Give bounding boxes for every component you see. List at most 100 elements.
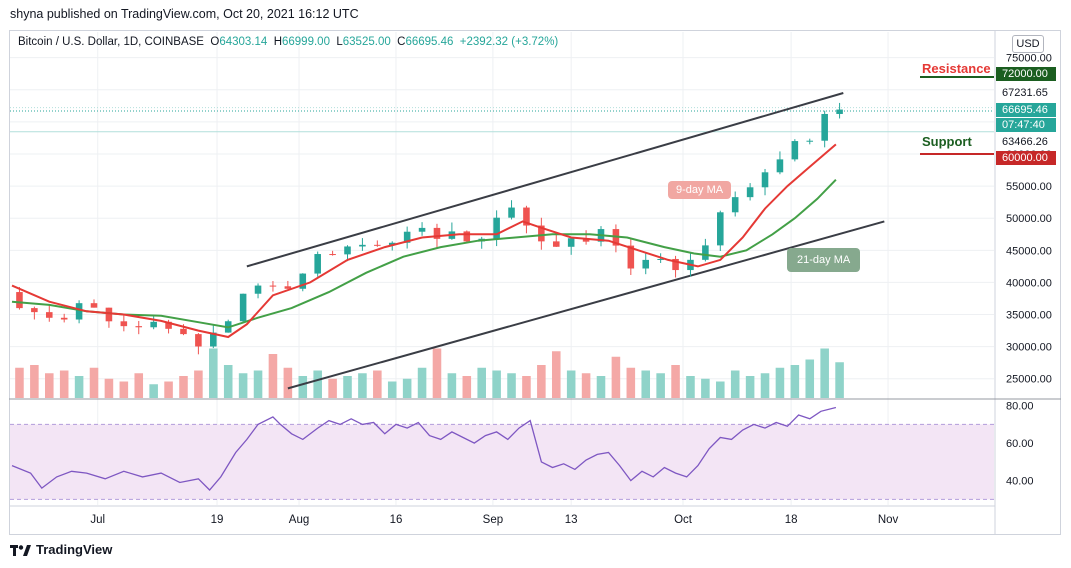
volume-bar (462, 376, 472, 398)
channel-lines (246, 92, 885, 390)
rsi-panel (10, 406, 994, 500)
volume-bar (760, 373, 770, 398)
currency-button[interactable]: USD (1012, 35, 1044, 53)
candle-body (493, 217, 500, 239)
candle-body (359, 244, 366, 247)
candle-body (254, 285, 262, 294)
candle-body (210, 332, 217, 347)
change-value: +2392.32 (+3.72%) (459, 36, 559, 48)
high-label: H (273, 36, 282, 48)
time-tick-label: 18 (785, 514, 798, 526)
volume-bar (89, 367, 99, 398)
volume-bar (149, 384, 158, 398)
rsi-band (10, 424, 994, 500)
candle-body (567, 238, 575, 247)
price-tick-label: 40000.00 (1006, 277, 1052, 289)
volume-bar (268, 354, 278, 398)
volume-bar (716, 381, 725, 398)
ma21-badge: 21-day MA (787, 248, 861, 272)
volume-bar (730, 370, 740, 398)
volume-bar (343, 376, 352, 398)
volume-bar (179, 376, 188, 398)
candle-body (180, 328, 187, 335)
time-tick-label: 16 (390, 514, 403, 526)
volume-bar (358, 373, 367, 398)
volume-bar (671, 365, 680, 398)
candle-body (433, 227, 441, 239)
candle-body (702, 245, 709, 260)
high-value: 66999.00 (282, 36, 330, 48)
volume-bar (298, 376, 308, 398)
volume-bar (417, 367, 427, 398)
candle-body (776, 159, 784, 173)
tradingview-logo-icon (10, 544, 31, 556)
volume-bar (611, 356, 621, 398)
chart-frame (9, 30, 1061, 535)
candle-body (746, 187, 754, 198)
candle-body (552, 241, 560, 247)
candle-body (657, 258, 664, 260)
candle-body (269, 285, 277, 287)
candle-body (344, 246, 351, 255)
candle-body (508, 207, 515, 218)
price-tick-label: 25000.00 (1006, 374, 1052, 386)
volume-bar (432, 348, 442, 398)
candle-body (329, 254, 336, 256)
time-tick-label: Aug (289, 514, 309, 526)
volume-bar (238, 373, 248, 398)
volume-bar (790, 365, 800, 398)
candle-body (403, 231, 411, 243)
close-value: 66695.46 (405, 36, 454, 48)
candle-body (105, 307, 113, 322)
price-tick-label: 55000.00 (1006, 181, 1052, 193)
price-levels (10, 75, 994, 155)
volume-bar (313, 370, 322, 398)
volume-bar (209, 348, 218, 398)
candle-body (284, 286, 292, 289)
volume-bar (775, 367, 785, 398)
candle-body (45, 312, 53, 318)
ma21-line (11, 179, 837, 329)
volume-bar (15, 367, 24, 398)
candle-body (538, 225, 545, 242)
candle-body (135, 326, 143, 328)
candle-body (523, 207, 530, 226)
price-tick-label: 50000.00 (1006, 213, 1052, 225)
volume-bar (626, 367, 636, 398)
open-value: 64303.14 (219, 36, 268, 48)
time-tick-label: 13 (565, 514, 578, 526)
time-tick-label: Nov (878, 514, 899, 526)
symbol-name: Bitcoin / U.S. Dollar, 1D, COINBASE (18, 36, 204, 48)
publisher-line: shyna published on TradingView.com, Oct … (10, 7, 359, 21)
candle-body (120, 321, 128, 327)
footer-brand[interactable]: TradingView (10, 542, 112, 557)
volume-bar (44, 373, 54, 398)
ma9-badge: 9-day MA (668, 181, 732, 199)
candle-body (627, 245, 635, 269)
moving-averages (11, 143, 837, 339)
symbol-legend: Bitcoin / U.S. Dollar, 1D, COINBASE O643… (18, 36, 558, 48)
candle-body (672, 258, 679, 271)
candle-body (16, 292, 23, 309)
volume-bar (387, 381, 397, 398)
rsi-line (11, 406, 837, 491)
candle-body (239, 293, 247, 322)
candle-body (836, 109, 843, 114)
candle-body (60, 317, 68, 320)
candle-body (75, 303, 83, 320)
candle-body (642, 259, 650, 269)
volume-bar (194, 370, 203, 398)
candle-body (761, 172, 769, 188)
candle-body (299, 273, 307, 289)
volume-bar (805, 359, 815, 398)
volume-bar (59, 370, 69, 398)
candle-body (388, 242, 396, 246)
candle-body (31, 308, 38, 313)
volume-bar (641, 370, 651, 398)
rsi-tick-label: 40.00 (1006, 476, 1034, 488)
volume-bar (134, 373, 144, 398)
volume-bar (402, 378, 412, 398)
volume-bar (835, 362, 844, 398)
price-tick-label: 35000.00 (1006, 310, 1052, 322)
